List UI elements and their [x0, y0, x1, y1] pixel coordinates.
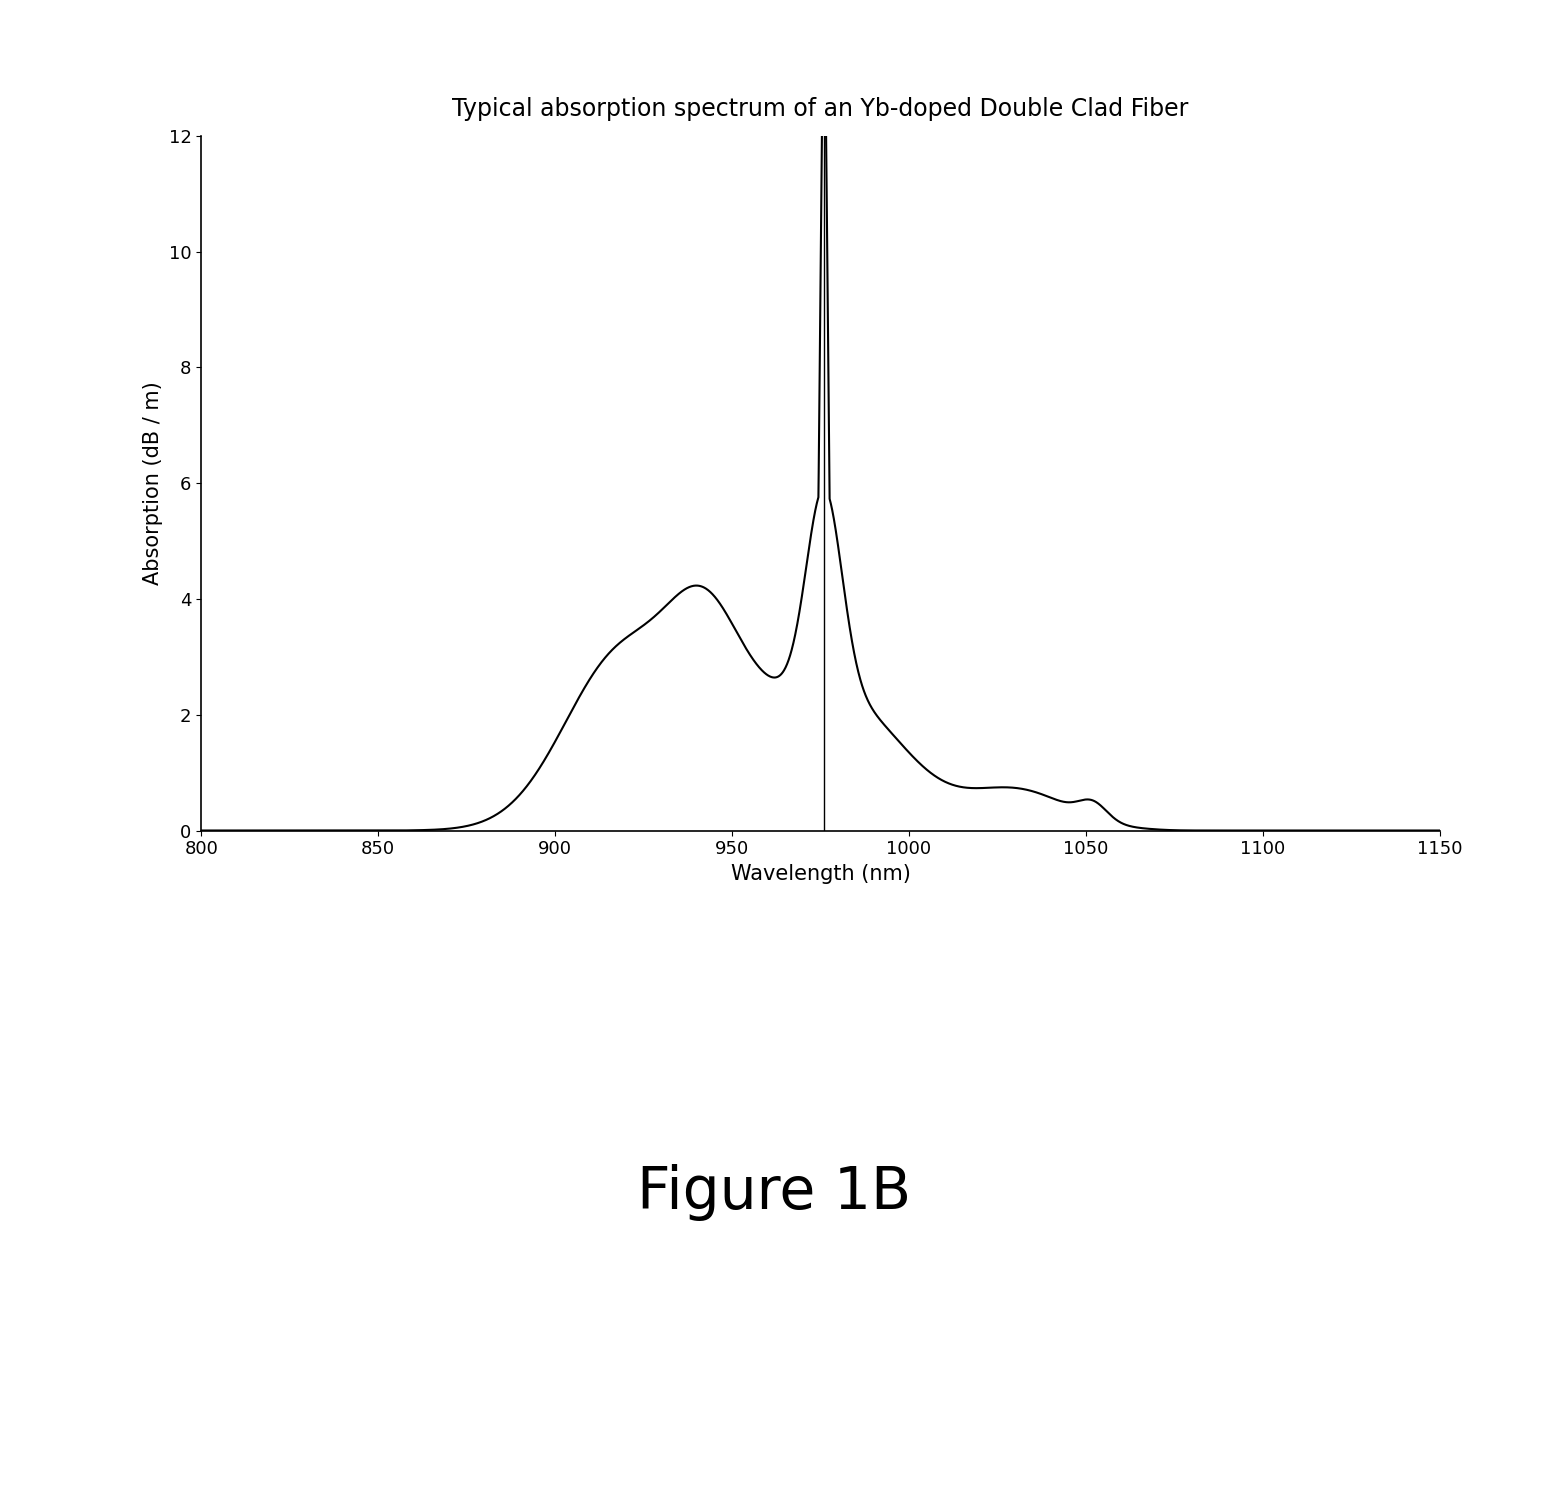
- Y-axis label: Absorption (dB / m): Absorption (dB / m): [142, 382, 163, 584]
- Text: Figure 1B: Figure 1B: [636, 1164, 912, 1222]
- Title: Typical absorption spectrum of an Yb-doped Double Clad Fiber: Typical absorption spectrum of an Yb-dop…: [452, 98, 1189, 121]
- X-axis label: Wavelength (nm): Wavelength (nm): [731, 864, 910, 883]
